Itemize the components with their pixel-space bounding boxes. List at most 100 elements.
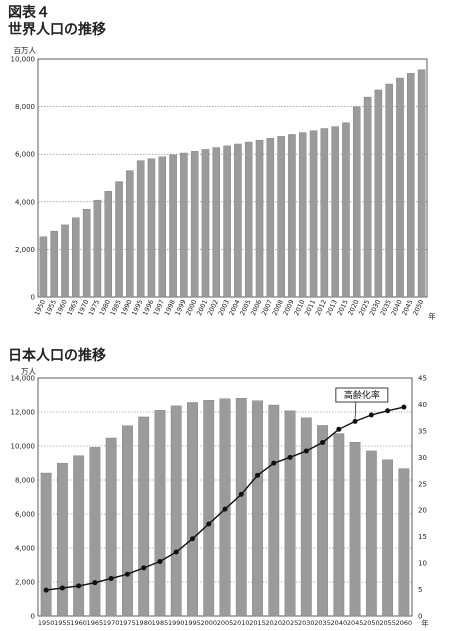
world-xtick-label: 2050 — [411, 298, 425, 316]
aging-rate-point-2010 — [238, 491, 244, 497]
world-bar-1998 — [169, 154, 177, 298]
aging-rate-point-2060 — [401, 404, 407, 410]
world-bar-1980 — [104, 191, 113, 298]
world-bar-1997 — [158, 156, 167, 298]
japan-xtick-label: 1985 — [152, 619, 169, 627]
japan-bar-2050 — [365, 450, 377, 617]
world-ytick-label: 10,000 — [11, 56, 36, 64]
japan-bar-2015 — [252, 400, 263, 617]
japan-bar-2040 — [333, 433, 345, 617]
world-bar-2013 — [331, 126, 339, 298]
world-bar-2000 — [190, 151, 199, 298]
japan-xtick-label: 2005 — [217, 619, 234, 627]
japan-x-unit: 年 — [421, 618, 429, 628]
japan-bar-2035 — [317, 425, 328, 617]
world-bar-2001 — [201, 149, 210, 298]
world-bar-2040 — [396, 77, 404, 298]
world-x-unit: 年 — [428, 311, 436, 321]
world-y-unit: 百万人 — [14, 46, 37, 55]
japan-bar-1950 — [40, 472, 52, 617]
japan-xtick-label: 2000 — [200, 619, 217, 627]
japan-y2tick-label: 20 — [418, 507, 427, 515]
world-bar-1996 — [147, 158, 156, 298]
world-bar-2005 — [244, 141, 253, 298]
japan-bar-2055 — [382, 459, 394, 617]
aging-rate-point-2045 — [352, 418, 358, 424]
japan-bar-1960 — [73, 455, 85, 617]
aging-rate-point-1985 — [157, 559, 163, 565]
world-bar-1995 — [136, 160, 145, 298]
japan-bar-2045 — [349, 442, 361, 617]
japan-ytick-label: 8,000 — [15, 477, 35, 485]
japan-ytick-label: 12,000 — [11, 409, 36, 417]
aging-rate-point-1970 — [108, 575, 114, 581]
aging-rate-label: 高齢化率 — [344, 389, 380, 401]
aging-rate-point-2025 — [287, 454, 293, 460]
world-bar-2011 — [309, 130, 318, 298]
chart-title-japan: 日本人口の推移 — [8, 348, 106, 364]
aging-rate-point-1990 — [173, 549, 179, 555]
world-bar-2003 — [223, 145, 231, 298]
world-bar-2045 — [407, 73, 415, 298]
world-ytick-label: 0 — [31, 294, 35, 302]
japan-xtick-label: 1970 — [103, 619, 120, 627]
world-bar-1999 — [180, 152, 188, 298]
aging-rate-point-2030 — [303, 448, 309, 454]
world-bar-1960 — [61, 224, 69, 298]
japan-xtick-label: 2020 — [266, 619, 283, 627]
aging-rate-point-2005 — [222, 506, 228, 512]
japan-y2tick-label: 40 — [418, 401, 427, 409]
japan-ytick-label: 2,000 — [15, 579, 35, 587]
world-bar-2004 — [234, 143, 242, 298]
japan-y2tick-label: 15 — [418, 533, 427, 541]
japan-xtick-label: 1980 — [135, 619, 152, 627]
japan-xtick-label: 2040 — [331, 619, 348, 627]
world-bar-1985 — [115, 181, 123, 298]
japan-ytick-label: 10,000 — [11, 443, 36, 451]
world-bar-2008 — [277, 136, 285, 298]
aging-rate-point-2000 — [206, 521, 212, 527]
japan-bar-2025 — [284, 410, 296, 617]
japan-y2tick-label: 35 — [418, 427, 427, 435]
world-bar-2020 — [352, 106, 361, 298]
world-bar-1965 — [72, 217, 80, 298]
japan-xtick-label: 1960 — [70, 619, 87, 627]
world-bar-1975 — [93, 199, 102, 298]
japan-xtick-label: 2015 — [249, 619, 266, 627]
aging-rate-label-box — [335, 387, 389, 403]
japan-ytick-label: 6,000 — [15, 511, 35, 519]
japan-xtick-label: 2030 — [298, 619, 315, 627]
japan-bar-2010 — [235, 398, 247, 617]
japan-bar-1980 — [138, 416, 150, 617]
japan-bar-1965 — [89, 447, 101, 617]
aging-rate-point-2050 — [368, 412, 374, 418]
japan-y2tick-label: 5 — [418, 586, 422, 594]
aging-rate-point-2020 — [271, 460, 277, 466]
japan-xtick-label: 2060 — [396, 619, 413, 627]
japan-xtick-label: 2025 — [282, 619, 299, 627]
aging-rate-point-1950 — [43, 587, 49, 593]
japan-xtick-label: 1955 — [54, 619, 71, 627]
world-bar-1950 — [39, 236, 48, 298]
world-plot-frame — [37, 58, 428, 298]
japan-xtick-label: 1995 — [184, 619, 201, 627]
world-bar-2007 — [266, 138, 275, 298]
aging-rate-point-1975 — [124, 571, 130, 577]
world-bar-1955 — [50, 230, 58, 298]
japan-xtick-label: 2055 — [379, 619, 396, 627]
world-bar-2010 — [298, 132, 307, 298]
world-bar-2009 — [288, 134, 296, 298]
japan-y2tick-label: 30 — [418, 454, 427, 462]
japan-xtick-label: 1990 — [168, 619, 185, 627]
world-bar-2012 — [320, 128, 329, 298]
japan-y2tick-label: 0 — [418, 613, 422, 621]
japan-xtick-label: 1950 — [38, 619, 55, 627]
japan-y2tick-label: 25 — [418, 480, 427, 488]
world-ytick-label: 8,000 — [15, 103, 35, 111]
world-bar-2025 — [363, 96, 372, 298]
world-ytick-label: 6,000 — [15, 151, 35, 159]
japan-xtick-label: 2045 — [347, 619, 364, 627]
japan-y2tick-label: 10 — [418, 560, 427, 568]
japan-bar-1955 — [56, 462, 68, 617]
